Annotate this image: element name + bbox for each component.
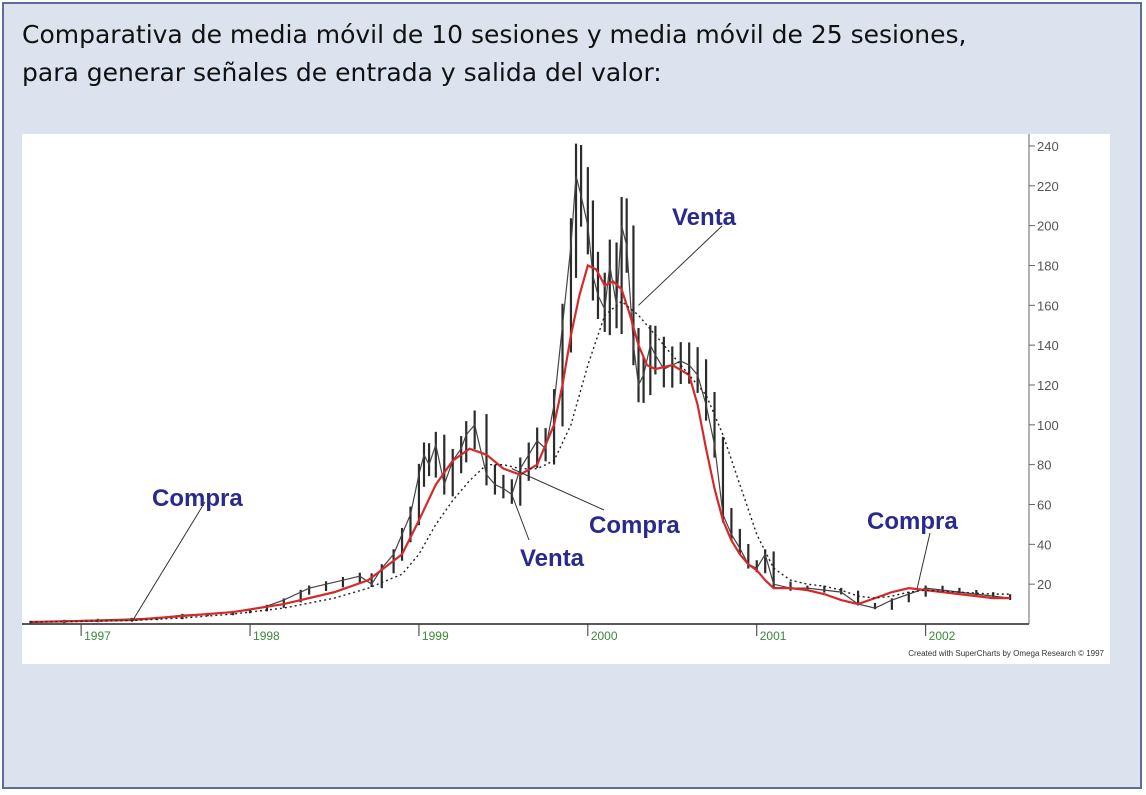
series-lines <box>30 263 1011 624</box>
slide-heading: Comparativa de media móvil de 10 sesione… <box>22 16 1122 92</box>
y-tick-label: 140 <box>1037 338 1059 353</box>
axes: 20 40 60 80 100 120 140 160 180 200 220 240 1997 1998… <box>22 134 1059 643</box>
y-tick-label: 240 <box>1037 139 1059 154</box>
y-tick-label: 160 <box>1037 298 1059 313</box>
annotation-leader <box>131 501 206 623</box>
moving-average-chart: 20 40 60 80 100 120 140 160 180 200 220 240 1997 1998… <box>22 134 1110 664</box>
y-tick-label: 80 <box>1037 458 1051 473</box>
annotation-leader <box>916 532 931 589</box>
annotation-venta: Venta <box>520 545 585 572</box>
annotation-leader <box>638 225 723 306</box>
moving-average-10-line <box>30 263 1011 624</box>
annotation-compra: Compra <box>589 512 680 539</box>
annotation-venta: Venta <box>672 204 737 231</box>
x-tick-label: 1997 <box>84 629 111 643</box>
y-tick-label: 200 <box>1037 219 1059 234</box>
annotation-leader <box>511 468 605 511</box>
annotation-compra: Compra <box>152 485 243 512</box>
y-tick-label: 100 <box>1037 418 1059 433</box>
price-line <box>30 175 1011 623</box>
annotation-compra: Compra <box>867 508 958 535</box>
heading-line-1: Comparativa de media móvil de 10 sesione… <box>22 20 967 49</box>
y-tick-label: 180 <box>1037 258 1059 273</box>
y-tick-label: 220 <box>1037 179 1059 194</box>
moving-average-25-line <box>30 300 1011 623</box>
x-tick-label: 2001 <box>760 629 787 643</box>
y-tick-label: 60 <box>1037 497 1051 512</box>
x-tick-label: 1998 <box>253 629 280 643</box>
x-tick-label: 2002 <box>929 629 956 643</box>
x-tick-label: 1999 <box>422 629 449 643</box>
chart-credit: Created with SuperCharts by Omega Resear… <box>908 649 1104 658</box>
x-tick-label: 2000 <box>591 629 618 643</box>
y-tick-label: 40 <box>1037 537 1051 552</box>
annotation-leader <box>511 494 530 541</box>
y-tick-label: 20 <box>1037 577 1051 592</box>
chart-svg: 20 40 60 80 100 120 140 160 180 200 220 240 1997 1998… <box>22 134 1105 658</box>
y-tick-label: 120 <box>1037 378 1059 393</box>
heading-line-2: para generar señales de entrada y salida… <box>22 58 662 87</box>
